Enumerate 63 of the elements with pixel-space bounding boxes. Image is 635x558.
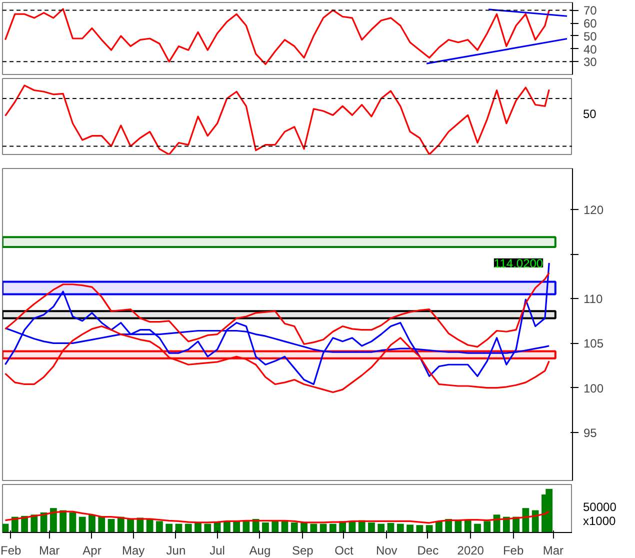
bar — [146, 518, 154, 532]
y-tick-label: 120 — [584, 203, 604, 218]
bar — [166, 524, 173, 532]
bar — [50, 508, 57, 532]
bar — [272, 521, 279, 532]
bar — [416, 525, 424, 532]
x-tick-label: Apr — [82, 544, 102, 558]
bar — [108, 518, 115, 532]
bar — [368, 522, 375, 532]
bar — [156, 521, 163, 532]
y-tick-label: 110 — [584, 292, 603, 306]
x-tick-label: 2020 — [457, 544, 484, 558]
bar — [396, 524, 404, 532]
bar — [262, 522, 269, 532]
bar — [127, 518, 134, 532]
bar — [378, 524, 385, 532]
bar — [290, 522, 298, 532]
x-tick-label: Feb — [0, 544, 22, 558]
y-tick-label: 105 — [584, 336, 604, 351]
bar — [406, 524, 414, 532]
y-tick-label: 100 — [584, 381, 604, 396]
bar — [233, 521, 240, 532]
bar — [522, 508, 530, 532]
x-tick-label: Jun — [166, 544, 186, 558]
y-tick-label: 30 — [584, 55, 598, 70]
x-tick-label: May — [122, 544, 145, 558]
x-tick-label: Nov — [376, 544, 398, 558]
bar — [329, 524, 336, 532]
bar — [204, 524, 212, 532]
text: x1000 — [583, 514, 616, 528]
bar — [60, 510, 67, 532]
x-tick-label: Feb — [502, 544, 524, 558]
bar — [98, 516, 106, 532]
line-series — [4, 272, 550, 348]
bar — [310, 524, 318, 532]
y-tick-label: 50 — [584, 29, 598, 44]
bar — [464, 520, 472, 532]
x-tick-label: Sep — [292, 544, 314, 558]
y-tick-label: 40 — [584, 42, 598, 56]
x-tick-label: Aug — [249, 544, 271, 558]
x-tick-label: Dec — [417, 544, 439, 558]
x-tick-label: Mar — [38, 544, 60, 558]
bar — [69, 512, 76, 532]
bar — [426, 525, 433, 532]
bar — [474, 524, 481, 532]
y-tick-label: 60 — [584, 16, 598, 31]
bar — [30, 514, 38, 532]
bar — [223, 521, 230, 532]
text: 50000 — [583, 500, 616, 514]
bar — [88, 514, 96, 532]
line-series — [4, 325, 550, 394]
line-series — [4, 8, 550, 66]
bar — [78, 516, 86, 532]
bar — [546, 488, 553, 532]
y-tick-label: 95 — [584, 426, 598, 440]
annotation: 114.0200 — [494, 256, 544, 270]
x-tick-label: Oct — [334, 544, 354, 558]
bar — [532, 510, 539, 532]
bar — [484, 521, 491, 532]
y-tick-label: 70 — [584, 4, 598, 18]
x-tick-label: Jul — [210, 544, 225, 558]
x-tick-label: Mar — [542, 544, 564, 558]
bar — [184, 524, 192, 532]
